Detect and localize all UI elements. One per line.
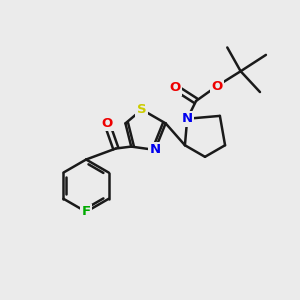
Text: O: O [101, 117, 112, 130]
Text: N: N [182, 112, 193, 125]
Text: N: N [149, 143, 161, 156]
Text: O: O [211, 80, 223, 93]
Text: O: O [169, 81, 181, 94]
Text: S: S [137, 103, 147, 116]
Text: F: F [82, 205, 91, 218]
